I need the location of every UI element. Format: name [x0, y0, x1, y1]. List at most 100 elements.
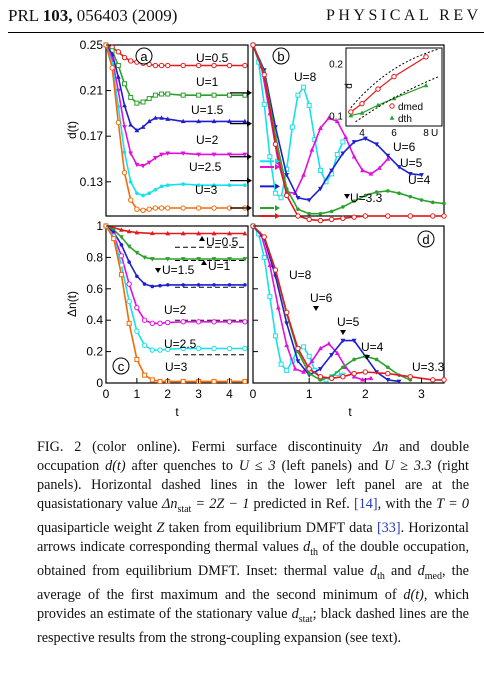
y-axis-label: d(t)	[65, 121, 79, 139]
data-point-u-3	[112, 237, 116, 241]
series-label-u-2p5: U=2.5	[189, 160, 222, 174]
caption-text: quasiparticle weight	[37, 520, 157, 536]
data-point-u-8	[268, 155, 272, 159]
series-label-u-6: U=6	[393, 140, 416, 154]
citation-link-33[interactable]: [33]	[377, 520, 401, 536]
x-tick-label: 3	[195, 387, 202, 401]
series-label-u-1p5: U=1.5	[191, 103, 224, 117]
header-rule	[8, 32, 484, 33]
y-tick-label: 0.8	[86, 250, 103, 264]
data-point-u-3	[116, 120, 120, 124]
data-point-u-3p3	[285, 310, 289, 314]
data-point-u-2p5	[154, 188, 158, 192]
data-point-u-3p3	[285, 193, 289, 197]
data-point-u-3	[181, 206, 185, 210]
data-point-u-4	[386, 366, 390, 370]
journal-volume: 103,	[43, 6, 73, 25]
y-tick-label: 1	[96, 219, 103, 233]
x-tick-label: 2	[362, 387, 369, 401]
data-point-u-6	[276, 305, 281, 309]
data-point-u-8	[285, 368, 289, 372]
panel-a-frame	[106, 45, 248, 216]
data-point-u-2p5	[142, 343, 146, 347]
data-point-u-1p5	[127, 260, 131, 264]
data-point-u-3p3	[386, 214, 390, 218]
data-point-u-2p5	[181, 182, 185, 186]
data-point-u-8	[273, 191, 277, 195]
data-point-u-2	[135, 305, 139, 309]
data-point-u-3p3	[408, 214, 412, 218]
data-point-u-4	[307, 212, 311, 216]
data-point-u-1p5	[197, 283, 201, 287]
data-point-u-0p5	[122, 55, 126, 59]
thermal-arrow-head	[275, 183, 280, 189]
data-point-u-0p5	[181, 63, 185, 67]
data-point-u-8	[302, 345, 306, 349]
y-tick-label: 0.13	[80, 175, 104, 189]
data-point-u-8	[262, 102, 266, 106]
data-point-u-3	[128, 198, 132, 202]
series-label-u-1: U=1	[196, 75, 219, 89]
math-dn-stat-rhs: = 2Z − 1	[191, 496, 249, 512]
caption-text: (left panels) and	[276, 458, 384, 474]
data-point-u-3	[147, 207, 151, 211]
data-point-u-1	[243, 93, 247, 97]
inset-y-label: d	[344, 83, 355, 89]
figure-2: 0.250.210.170.13d(t)U=0.5U=1U=1.5U=2U=2.…	[0, 34, 484, 430]
data-point-u-1p5	[120, 243, 124, 247]
inset-x-tick: 4	[359, 128, 365, 139]
series-label-u-3p3: U=3.3	[412, 360, 445, 374]
data-point-u-6	[326, 341, 331, 345]
math-d-med: d	[418, 563, 425, 579]
data-point-u-3p3	[329, 376, 333, 380]
journal-section: PHYSICAL REV	[326, 7, 482, 25]
data-point-u-3p3	[296, 346, 300, 350]
data-point-u-1	[181, 93, 185, 97]
data-point-u-2	[212, 320, 216, 324]
x-tick-label: 0	[250, 387, 257, 401]
data-point-u-6	[293, 366, 298, 370]
x-tick-label: 3	[418, 387, 425, 401]
data-point-u-1	[129, 95, 133, 99]
data-point-u-1	[212, 93, 216, 97]
data-point-u-0p5	[116, 50, 120, 54]
data-point-u-2	[166, 320, 170, 324]
data-point-u-4	[341, 366, 345, 370]
data-point-u-3	[141, 208, 145, 212]
data-point-u-2	[127, 282, 131, 286]
data-point-u-4	[319, 212, 323, 216]
caption-text: and	[385, 563, 418, 579]
series-label-u-5: U=5	[337, 315, 360, 329]
data-point-u-8	[290, 125, 294, 129]
data-point-u-2	[122, 125, 127, 129]
data-point-u-3	[153, 206, 157, 210]
citation-link-14[interactable]: [14]	[354, 496, 378, 512]
x-tick-label: 1	[306, 387, 313, 401]
inset-dmed-point	[392, 74, 396, 78]
y-axis-label: Δn(t)	[65, 291, 79, 317]
inset-x-label: U	[431, 128, 438, 139]
data-point-u-2p5	[196, 346, 200, 350]
journal-citation: PRL 103, 056403 (2009)	[8, 6, 177, 26]
x-axis-label: t	[348, 405, 352, 419]
math-delta-n: Δn	[373, 439, 388, 455]
math-subscript: stat	[299, 614, 313, 625]
data-point-u-1	[160, 92, 164, 96]
series-label-u-5: U=5	[400, 156, 423, 170]
data-point-u-4	[352, 358, 356, 362]
data-point-u-8	[341, 140, 345, 144]
data-point-u-2	[243, 320, 247, 324]
series-label-u-8: U=8	[294, 70, 317, 84]
caption-label: FIG. 2 (color online).	[37, 439, 181, 455]
data-point-u-8	[302, 85, 306, 89]
data-point-u-2p5	[228, 183, 232, 187]
data-point-u-4	[386, 189, 390, 193]
data-point-u-0p5	[243, 63, 247, 67]
data-point-u-3p3	[442, 378, 446, 382]
thermal-arrow-head	[247, 178, 252, 184]
data-point-u-3	[135, 207, 139, 211]
data-point-u-0p5	[153, 63, 157, 67]
data-point-u-3p3	[363, 370, 367, 374]
data-point-u-3	[166, 206, 170, 210]
data-point-u-2p5	[135, 191, 139, 195]
